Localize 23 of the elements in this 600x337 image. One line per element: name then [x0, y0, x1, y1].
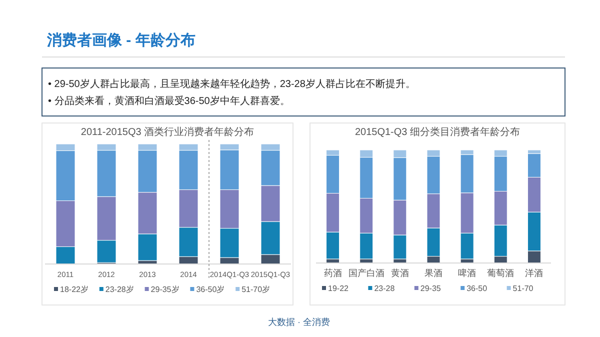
chart-title: 2015Q1-Q3 细分类目消费者年龄分布 [354, 126, 520, 138]
x-tick-label: 果酒 [424, 268, 442, 278]
chart-title: 2011-2015Q3 酒类行业消费者年龄分布 [80, 126, 254, 138]
legend-label: 23-28岁 [105, 285, 134, 294]
legend-label: 51-70岁 [242, 285, 270, 294]
legend-label: 23-28 [374, 284, 396, 293]
x-tick-label: 国产白酒 [348, 268, 384, 278]
x-tick-label: 药酒 [324, 268, 342, 278]
legend-label: 19-22 [328, 284, 350, 293]
legend-label: 29-35 [420, 284, 442, 293]
text: 大数据 · 全消费 [268, 317, 330, 327]
text: 消费者画像 - 年龄分布 [46, 32, 196, 49]
legend-label: 36-50 [466, 284, 488, 293]
legend-label: 29-35岁 [150, 285, 180, 294]
x-tick-label: 葡萄酒 [487, 268, 514, 278]
x-tick-label: 洋酒 [525, 268, 544, 278]
text: • 分品类来看，黄酒和白酒最受36-50岁中年人群喜爱。 [48, 95, 290, 107]
legend-label: 51-70 [512, 284, 534, 293]
x-tick-label: 黄酒 [390, 268, 409, 278]
legend-label: 18-22岁 [60, 285, 88, 294]
x-tick-label: 啤酒 [458, 268, 476, 278]
text: • 29-50岁人群占比最高，且呈现越来越年轻化趋势，23-28岁人群占比在不断提升。 [48, 78, 416, 90]
legend-label: 36-50岁 [196, 285, 225, 294]
